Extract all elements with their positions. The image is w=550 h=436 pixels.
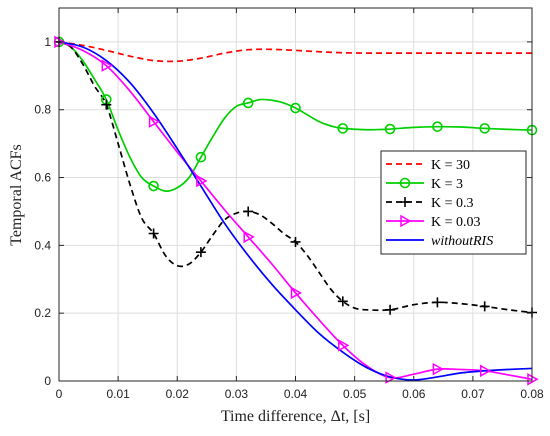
series-1-marker <box>337 123 349 134</box>
series-3-marker <box>290 286 303 300</box>
legend-label: K = 0.03 <box>431 215 481 230</box>
tick-layer: 0 0.01 0.02 0.03 0.04 0.05 0.06 0.07 0.08 0 0.2 0.4… <box>34 8 544 401</box>
legend: K = 30 K = 3 K = 0.3 K = 0.03 withoutRIS <box>380 150 527 255</box>
y-axis-label: Temporal ACFs <box>8 144 25 246</box>
series-line-1 <box>58 41 533 192</box>
y-tick-label: 0.8 <box>34 103 51 117</box>
x-axis-label: Time difference, Δt, [s] <box>221 408 370 425</box>
series-2-marker <box>290 236 301 247</box>
legend-label: K = 0.3 <box>431 196 474 211</box>
x-tick-label: 0 <box>56 387 63 401</box>
series-1-marker <box>290 102 301 114</box>
series-3-marker <box>479 364 492 378</box>
series-line-2 <box>58 41 533 314</box>
x-tick-label: 0.05 <box>343 387 367 401</box>
series-3-marker <box>243 230 255 244</box>
series-3-marker <box>148 115 161 128</box>
series-3-marker <box>101 59 113 72</box>
series-2-marker <box>148 228 159 239</box>
x-tick-label: 0.08 <box>520 387 544 401</box>
series-2-marker <box>337 296 348 307</box>
x-tick-label: 0.04 <box>284 387 308 401</box>
series-1-marker <box>195 151 207 163</box>
legend-label: K = 30 <box>431 158 470 173</box>
series-1-marker <box>479 123 491 134</box>
legend-marker <box>400 214 412 228</box>
series-3-marker <box>385 371 397 384</box>
legend-label: K = 3 <box>431 177 463 192</box>
series-line-3 <box>58 41 533 381</box>
x-tick-label: 0.07 <box>461 387 485 401</box>
series-1-marker <box>148 180 159 192</box>
legend-label: withoutRIS <box>431 234 493 249</box>
series-2-marker <box>101 99 112 110</box>
series-3-marker <box>338 339 350 352</box>
series-3-marker <box>196 174 208 188</box>
x-tick-label: 0.03 <box>225 387 249 401</box>
series-2-marker <box>195 247 206 258</box>
y-tick-label: 0.4 <box>34 238 51 252</box>
y-tick-label: 1 <box>44 35 51 49</box>
series-3-marker <box>432 362 444 376</box>
series-layer <box>58 41 533 381</box>
series-2-marker <box>243 206 254 217</box>
series-1-marker <box>242 97 254 109</box>
legend-marker <box>400 197 410 207</box>
x-tick-label: 0.01 <box>106 387 130 401</box>
series-1-marker <box>384 123 396 135</box>
x-tick-label: 0.02 <box>166 387 190 401</box>
series-2-marker <box>385 304 396 315</box>
legend-marker <box>399 177 411 189</box>
series-line-4 <box>58 41 533 381</box>
y-tick-label: 0.6 <box>34 171 51 185</box>
series-1-marker <box>432 121 443 132</box>
x-tick-label: 0.06 <box>402 387 426 401</box>
y-tick-label: 0 <box>44 374 51 388</box>
y-tick-label: 0.2 <box>34 306 51 320</box>
series-2-marker <box>479 301 490 312</box>
series-2-marker <box>432 297 443 308</box>
